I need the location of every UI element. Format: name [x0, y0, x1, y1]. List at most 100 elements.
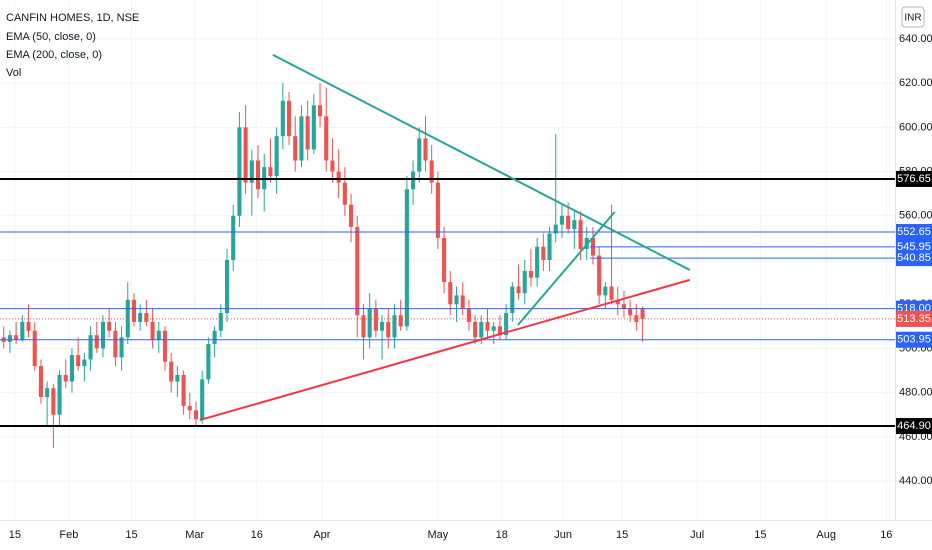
currency-badge[interactable] [901, 6, 925, 28]
candle-body [150, 321, 155, 340]
candle-body [392, 315, 397, 338]
candle-body [138, 313, 143, 322]
candle-body [51, 388, 56, 415]
candle-body [373, 308, 378, 331]
y-tick-label: 440.00 [899, 475, 932, 487]
candle-body [423, 138, 428, 161]
candle-body [94, 335, 99, 349]
candle-body [473, 321, 478, 338]
price-level-box [896, 224, 932, 241]
candle-body [516, 286, 521, 294]
candle-body [231, 215, 236, 260]
candle-body [57, 374, 62, 415]
candle-body [380, 321, 385, 331]
x-tick-label: 15 [125, 529, 137, 541]
candle-body [14, 335, 19, 340]
candle-body [330, 160, 335, 172]
candle-body [349, 204, 354, 227]
candle-body [274, 136, 279, 176]
overlay [0, 53, 895, 428]
price-level-label: 540.85 [897, 252, 931, 264]
candle-body [255, 160, 261, 190]
legend-indicator: Vol [6, 67, 21, 79]
grid [0, 0, 895, 520]
candle-body [485, 321, 490, 331]
candle-body [609, 286, 614, 300]
y-tick-label: 560.00 [899, 210, 932, 222]
candle-body [603, 286, 608, 296]
candle-body [404, 189, 409, 327]
candle-body [572, 220, 577, 230]
legend-indicator: EMA (200, close, 0) [6, 49, 102, 61]
candle-body [640, 308, 645, 319]
candle-body [113, 330, 118, 358]
candle-body [305, 116, 310, 150]
candle-body [187, 405, 192, 411]
candle-body [528, 271, 533, 278]
candle-body [38, 366, 43, 398]
candle-body [479, 321, 484, 338]
candle-body [69, 355, 74, 382]
candle-body [280, 100, 285, 137]
candle-body [454, 295, 459, 305]
candle-body [597, 255, 602, 296]
candle-body [286, 100, 292, 137]
x-tick-label: Aug [816, 529, 836, 541]
candle-body [553, 224, 558, 234]
candle-body [522, 271, 527, 294]
candle-body [342, 182, 347, 205]
candle-body [497, 326, 502, 336]
x-tick-label: Apr [313, 529, 330, 541]
candle-body [169, 361, 174, 382]
candle-body [398, 315, 403, 327]
candle-body [299, 116, 304, 161]
candle-body [615, 299, 620, 305]
candle-body [268, 167, 273, 176]
candle-body [417, 138, 422, 172]
candle-body [547, 233, 552, 260]
x-tick-label: Mar [185, 529, 204, 541]
candle-body [181, 374, 186, 406]
candle-body [324, 116, 329, 161]
x-tick-label: 18 [496, 529, 508, 541]
trendline [517, 211, 616, 326]
y-tick-label: 620.00 [899, 77, 932, 89]
candle-body [76, 355, 81, 367]
candle-body [504, 313, 509, 336]
candle-body [193, 410, 199, 420]
candle-body [311, 105, 316, 150]
legend-indicator: EMA (50, close, 0) [6, 31, 96, 43]
x-tick-label: Feb [59, 529, 78, 541]
candle-body [460, 295, 465, 309]
candle-body [100, 321, 106, 349]
candle-body [621, 304, 627, 309]
price-level-label: 464.90 [897, 420, 931, 432]
candle-body [131, 299, 137, 322]
candle-body [293, 136, 298, 161]
candle-body [541, 246, 546, 260]
candle-body [361, 315, 366, 338]
candle-body [26, 321, 31, 331]
price-level-box [896, 250, 932, 267]
candle-body [200, 379, 205, 420]
legend-title: CANFIN HOMES, 1D, NSE [6, 12, 139, 24]
candle-body [435, 182, 440, 238]
candle-body [144, 313, 149, 322]
trendline [199, 278, 690, 422]
candle-body [491, 326, 496, 331]
candle-body [32, 330, 37, 367]
x-tick-label: 15 [9, 529, 21, 541]
last-price-box [896, 310, 932, 327]
candle-body [336, 171, 341, 183]
candle-body [466, 308, 471, 322]
candle-body [162, 330, 168, 362]
candle-body [45, 388, 50, 398]
price-level-box [896, 418, 932, 435]
candle-body [88, 335, 93, 360]
candle-body [448, 282, 453, 305]
candle-body [510, 286, 515, 314]
candle-body [429, 160, 434, 183]
